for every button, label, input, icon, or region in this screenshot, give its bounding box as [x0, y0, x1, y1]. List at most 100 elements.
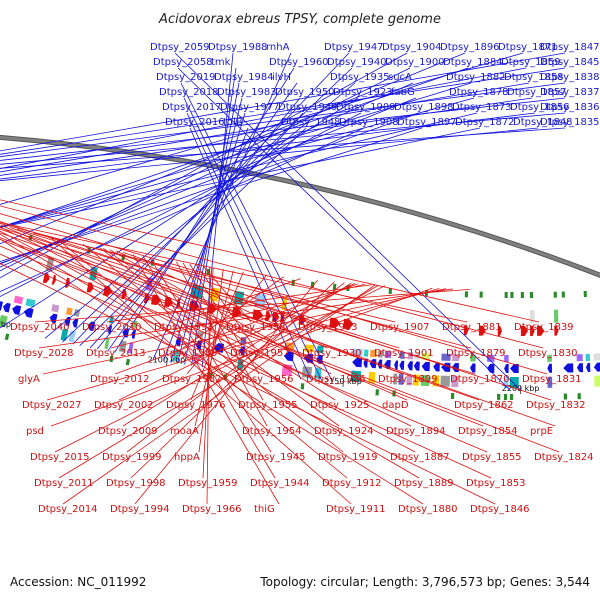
gene-label: Dtpsy_1897 [397, 117, 457, 128]
gene-label: Dtpsy_2012 [90, 374, 150, 385]
cog-block [432, 375, 440, 387]
gc-mark [464, 291, 469, 298]
gene-label: Dtpsy_1896 [440, 42, 500, 53]
label-leader [79, 127, 307, 346]
tick-mark [166, 357, 169, 366]
gene-label: Dtpsy_1923 [333, 87, 393, 98]
label-leader [0, 67, 469, 229]
label-leader [0, 238, 424, 505]
gene-label: Dtpsy_1960 [269, 57, 329, 68]
reverse-gene [343, 318, 354, 330]
label-leader [0, 52, 524, 205]
gc-mark [504, 291, 508, 298]
cog-block [406, 374, 413, 386]
label-leader [152, 52, 292, 360]
cog-block [593, 353, 600, 361]
cog-block [25, 298, 36, 308]
genome-summary: Topology: circular; Length: 3,796,573 bp… [259, 575, 590, 589]
label-leader [122, 251, 324, 323]
gc-mark [450, 392, 455, 400]
forward-gene [486, 363, 495, 373]
label-leader [0, 97, 566, 161]
gene-label: Dtpsy_1887 [390, 452, 450, 463]
gene-label: Dtpsy_1982 [162, 374, 222, 385]
gc-mark [479, 291, 483, 298]
gene-label: Dtpsy_1912 [322, 478, 382, 489]
cog-block [509, 376, 519, 388]
gene-label: Dtpsy_1908 [339, 117, 399, 128]
gene-label: Dtpsy_2017 [162, 102, 222, 113]
gc-mark [510, 291, 514, 298]
cog-block [470, 354, 476, 362]
gene-label: Dtpsy_1954 [242, 426, 302, 437]
cog-block [554, 309, 559, 323]
label-leader [116, 250, 328, 349]
label-leader [177, 67, 511, 391]
cog-block [399, 351, 405, 359]
cog-block [104, 337, 110, 350]
gene-label: Dtpsy_1878 [449, 87, 509, 98]
forward-gene [593, 362, 600, 372]
cog-block [13, 295, 24, 305]
gene-label: Dtpsy_2015 [30, 452, 90, 463]
label-leader [0, 127, 423, 263]
gene-label: Dtpsy_1983 [217, 87, 277, 98]
gene-label: glyA [18, 374, 40, 385]
label-leader [198, 268, 224, 453]
label-leader [186, 112, 312, 381]
cog-block [316, 345, 324, 354]
gene-label: Dtpsy_1830 [518, 348, 578, 359]
gene-label: Dtpsy_1835 [540, 117, 600, 128]
gene-label: Dtpsy_1889 [394, 478, 454, 489]
cog-block [65, 307, 73, 316]
gene-label: moaA [170, 426, 199, 437]
gc-mark [553, 291, 557, 298]
gene-label: Dtpsy_1909 [336, 102, 396, 113]
label-leader [0, 127, 365, 293]
label-leader [0, 238, 484, 427]
label-leader [0, 222, 468, 323]
forward-gene [283, 351, 294, 362]
cog-block [451, 375, 459, 388]
label-leader [182, 276, 285, 349]
gene-label: Dtpsy_1958 [226, 322, 286, 333]
gene-label: Dtpsy_2040 [10, 322, 70, 333]
gene-label: Dtpsy_1899 [378, 374, 438, 385]
label-leader [0, 67, 527, 169]
forward-gene [394, 360, 399, 370]
label-leader [0, 233, 420, 479]
label-leader [0, 221, 552, 401]
gene-label: Dtpsy_1901 [374, 348, 434, 359]
cog-block [118, 340, 127, 353]
gene-label: Dtpsy_2013 [86, 348, 146, 359]
gene-label: Dtpsy_1854 [458, 426, 518, 437]
gene-label: Dtpsy_1989 [158, 348, 218, 359]
gene-label: Dtpsy_1859 [501, 57, 561, 68]
label-leader [62, 284, 376, 505]
gene-label: Dtpsy_1824 [534, 452, 594, 463]
gene-label: Dtpsy_1832 [526, 400, 586, 411]
label-leader [189, 263, 260, 375]
cog-block [127, 342, 134, 354]
gene-label: Dtpsy_1940 [327, 57, 387, 68]
cog-block [594, 375, 600, 387]
label-leader [0, 52, 466, 245]
forward-gene [563, 363, 574, 373]
gene-label: Dtpsy_1988 [208, 42, 268, 53]
reverse-gene [51, 274, 56, 285]
gene-label: Dtpsy_1998 [106, 478, 166, 489]
cog-block [370, 349, 377, 358]
gc-mark [583, 290, 587, 298]
label-leader [142, 255, 276, 479]
label-leader [99, 247, 340, 427]
gene-label: Dtpsy_2059 [150, 42, 210, 53]
label-leader [0, 52, 566, 152]
gene-label: Dtpsy_2009 [98, 426, 158, 437]
gene-label: Dtpsy_1845 [540, 57, 600, 68]
reverse-gene [102, 285, 113, 297]
label-leader [44, 82, 356, 339]
gene-label: Dtpsy_1993 [154, 322, 214, 333]
gene-label: Dtpsy_1856 [510, 102, 570, 113]
forward-gene [510, 363, 519, 373]
label-leader [134, 280, 318, 505]
